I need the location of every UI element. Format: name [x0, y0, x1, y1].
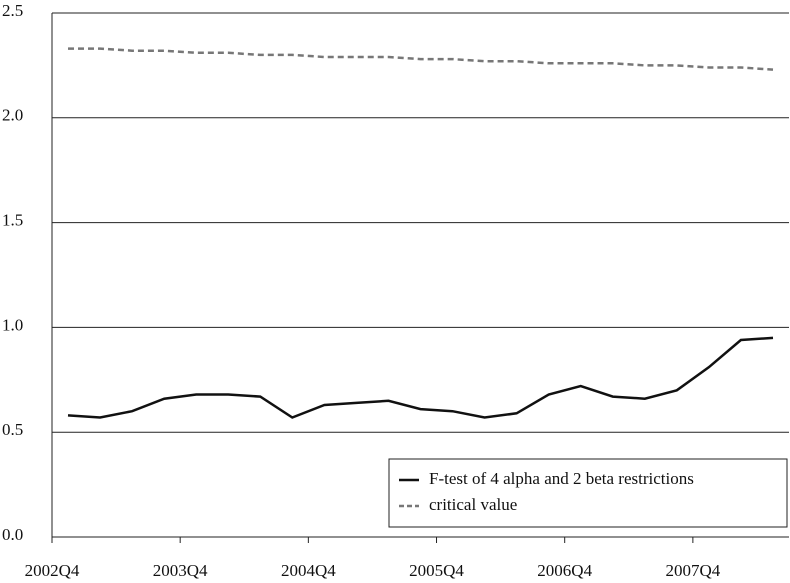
x-tick-label: 2004Q4	[281, 561, 336, 580]
x-tick-label: 2005Q4	[409, 561, 464, 580]
y-tick-label: 1.5	[2, 211, 23, 230]
legend-box	[388, 458, 788, 528]
series-line	[68, 47, 774, 71]
x-tick-label: 2007Q4	[665, 561, 720, 580]
series-line	[67, 336, 774, 419]
legend-label: F-test of 4 alpha and 2 beta restriction…	[429, 469, 694, 488]
y-tick-label: 2.0	[2, 106, 23, 125]
legend-label: critical value	[429, 495, 517, 514]
x-tick-label: 2003Q4	[153, 561, 208, 580]
y-tick-label: 2.5	[2, 1, 23, 20]
y-tick-label: 0.0	[2, 525, 23, 544]
x-tick-label: 2006Q4	[537, 561, 592, 580]
y-tick-label: 1.0	[2, 315, 23, 334]
x-tick-label: 2002Q4	[25, 561, 80, 580]
y-tick-label: 0.5	[2, 420, 23, 439]
